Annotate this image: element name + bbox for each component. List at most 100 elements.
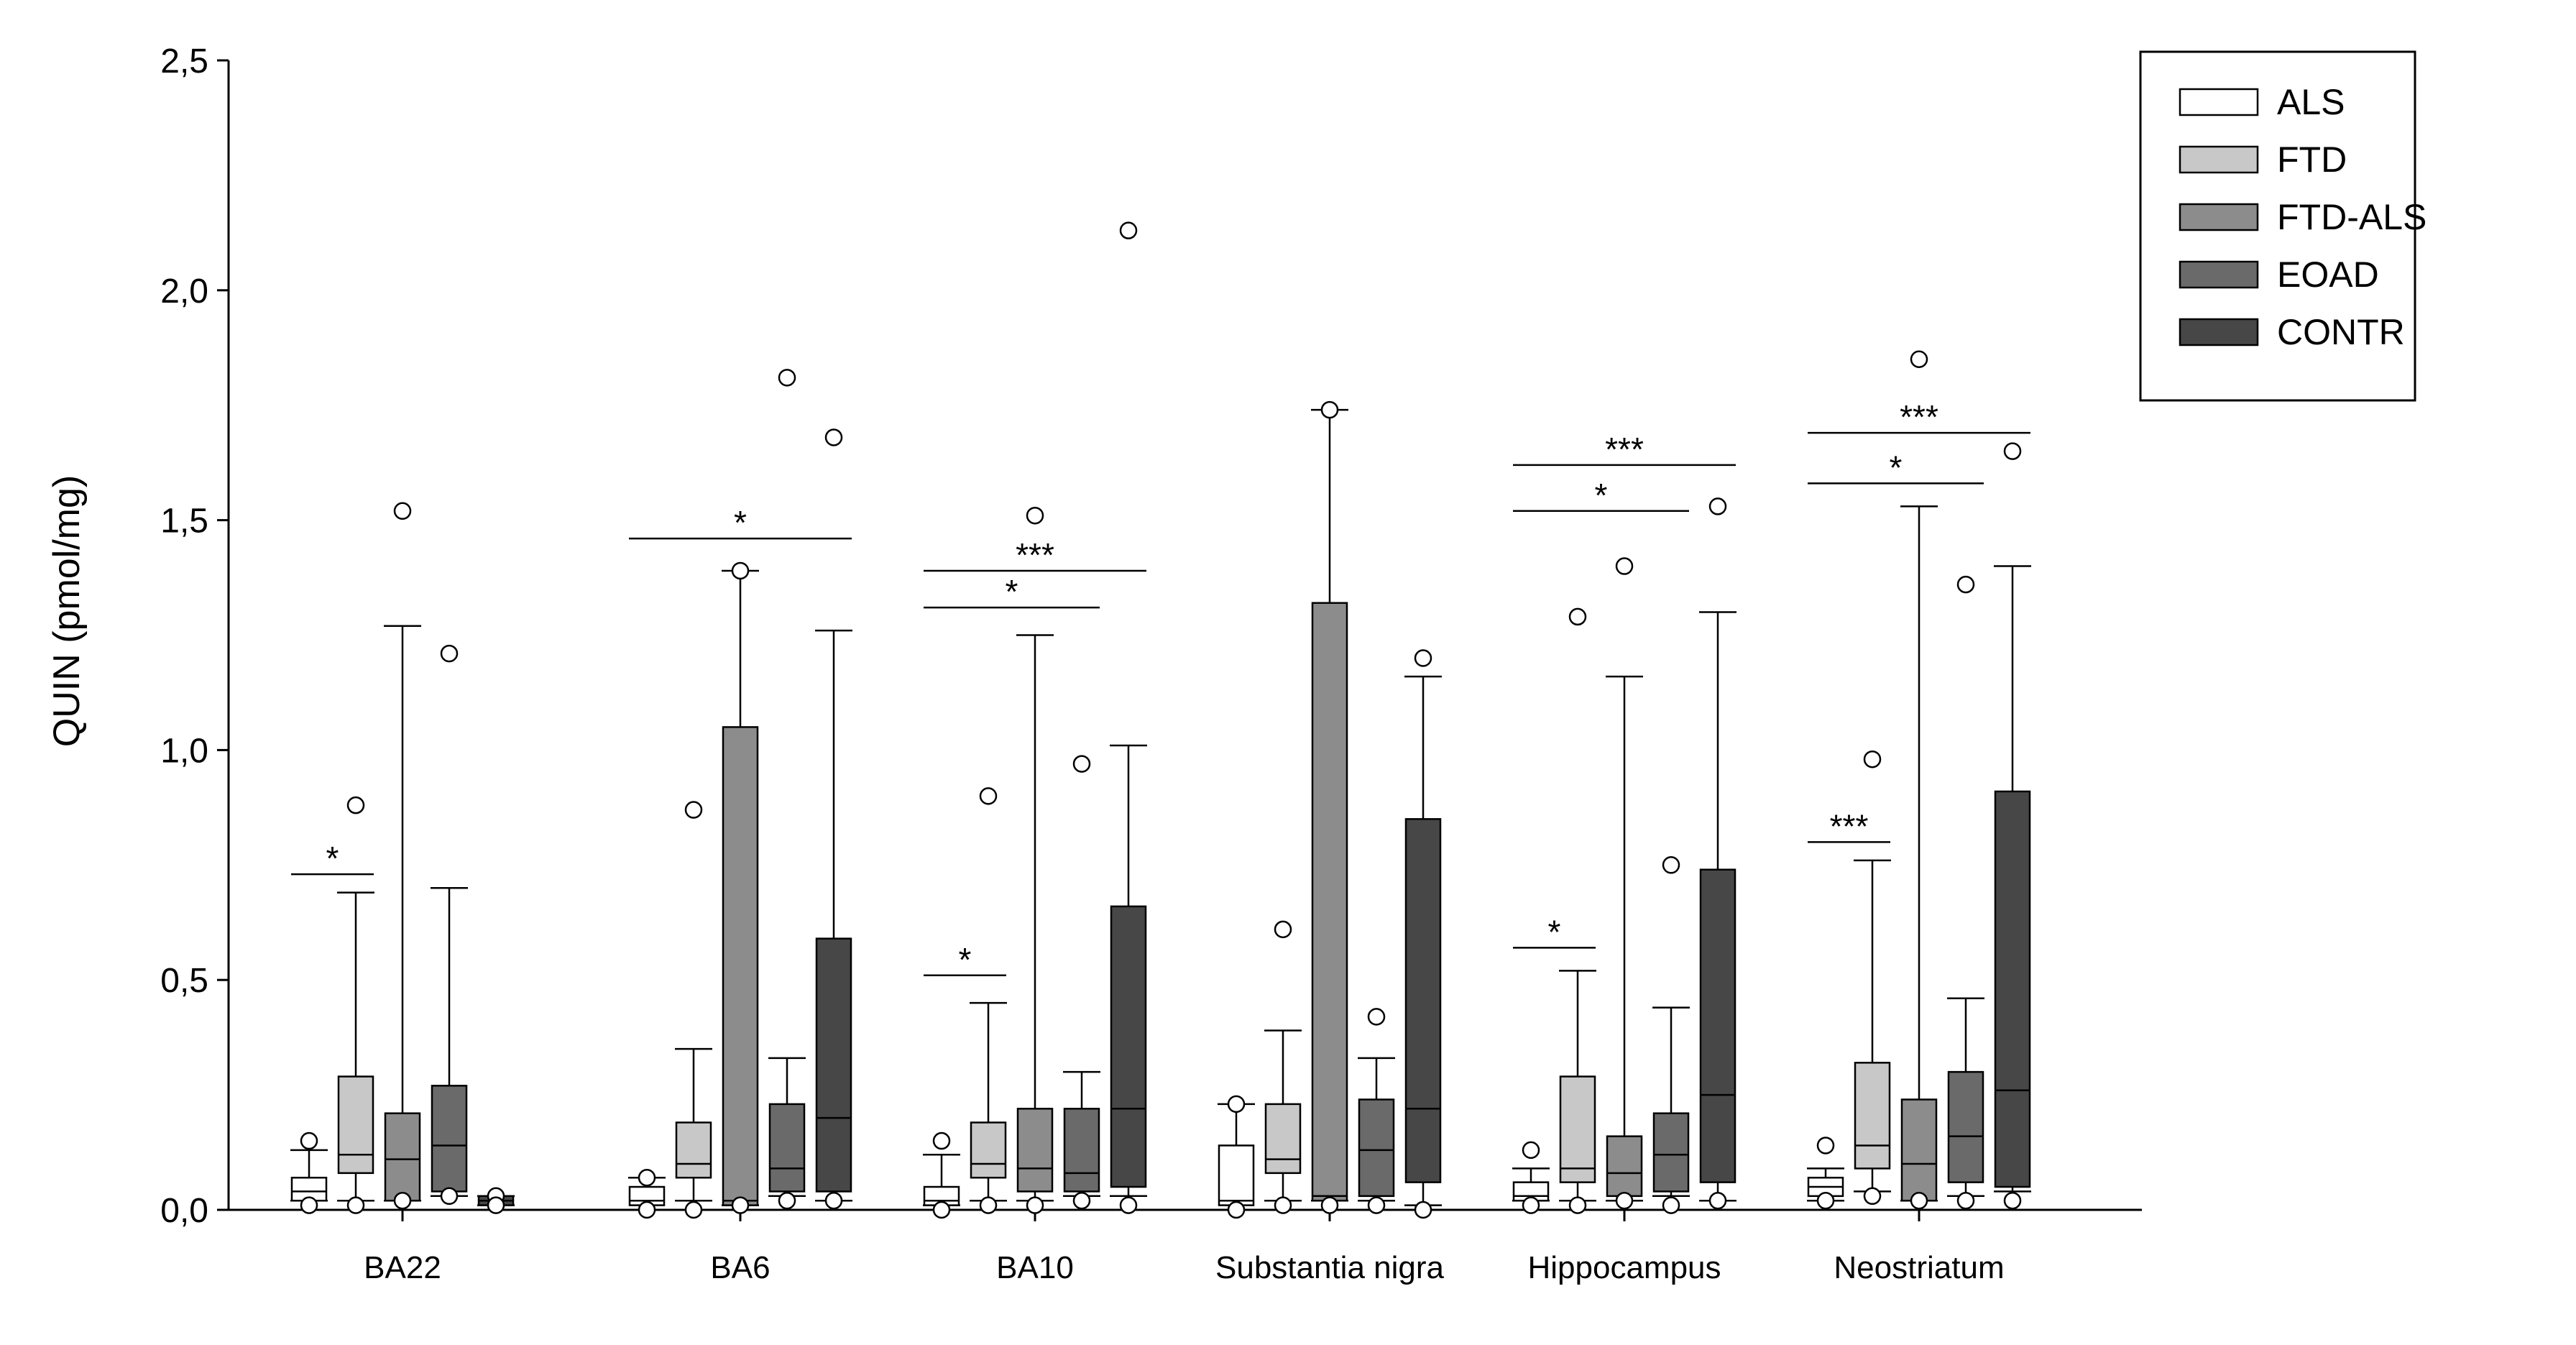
outlier-point	[1522, 1141, 1540, 1160]
box-iqr	[1264, 1103, 1302, 1175]
outlier-point	[1615, 557, 1634, 575]
box-iqr	[1652, 1112, 1690, 1193]
outlier-point	[1662, 856, 1680, 874]
box-iqr	[722, 726, 759, 1206]
box-iqr	[768, 1103, 806, 1193]
box-iqr	[1699, 868, 1736, 1183]
significance-label: ***	[1016, 536, 1054, 574]
significance-brackets: *******************	[291, 398, 2030, 978]
box-neostriatum-contr	[1994, 442, 2031, 1210]
outlier-point	[1956, 575, 1975, 594]
outlier-point	[979, 1196, 998, 1214]
outlier-point	[1568, 1196, 1587, 1214]
y-tick-label: 2,5	[160, 42, 208, 81]
legend-label: EOAD	[2277, 254, 2379, 295]
significance-label: *	[1890, 449, 1903, 486]
outlier-point	[1026, 1196, 1044, 1214]
box-iqr	[1559, 1075, 1596, 1183]
box-iqr	[970, 1121, 1007, 1179]
box-hippocampus-als	[1512, 1141, 1550, 1214]
legend-swatch	[2179, 145, 2259, 174]
legend-swatch	[2179, 203, 2259, 231]
y-tick-label: 1,5	[160, 502, 208, 541]
box-substantia-nigra-ftd	[1264, 920, 1302, 1214]
legend-item-als: ALS	[2179, 82, 2345, 122]
outlier-point	[440, 1187, 459, 1206]
box-neostriatum-als	[1807, 1137, 1844, 1210]
box-iqr	[431, 1085, 468, 1193]
outlier-point	[778, 369, 796, 387]
significance-ba10: *	[924, 573, 1100, 610]
outlier-point	[1816, 1191, 1835, 1210]
legend-swatch	[2179, 260, 2259, 289]
box-ba6-contr	[815, 428, 852, 1210]
significance-ba6: *	[629, 504, 852, 541]
legend-swatch	[2179, 88, 2259, 116]
outlier-point	[778, 1191, 796, 1210]
outlier-point	[1615, 1191, 1634, 1210]
outlier-point	[1227, 1201, 1246, 1219]
box-ba10-eoad	[1063, 755, 1100, 1210]
box-ba22-ftd	[337, 796, 374, 1214]
significance-neostriatum: *	[1808, 449, 1984, 486]
significance-label: *	[1548, 913, 1561, 950]
significance-hippocampus: *	[1513, 477, 1689, 514]
legend-label: ALS	[2277, 82, 2345, 122]
outlier-point	[300, 1196, 318, 1214]
box-neostriatum-ftd	[1854, 750, 1891, 1206]
outlier-point	[1026, 506, 1044, 525]
outlier-point	[1320, 400, 1339, 419]
box-ba22-als	[290, 1131, 328, 1214]
outlier-point	[1367, 1196, 1386, 1214]
outlier-point	[932, 1131, 951, 1150]
x-tick-label-neostriatum: Neostriatum	[1834, 1250, 2004, 1285]
outlier-point	[1910, 350, 1928, 368]
box-ba10-als	[923, 1131, 960, 1219]
y-tick-label: 2,0	[160, 272, 208, 311]
group-ba10	[923, 221, 1147, 1219]
box-iqr	[675, 1121, 712, 1179]
significance-label: ***	[1830, 807, 1869, 845]
y-axis-label: QUIN (pmol/mg)	[46, 475, 88, 747]
box-iqr	[1110, 905, 1147, 1188]
box-hippocampus-contr	[1699, 497, 1736, 1210]
outlier-point	[638, 1201, 656, 1219]
box-neostriatum-eoad	[1947, 575, 1984, 1210]
box-neostriatum-ftd-als	[1900, 350, 1938, 1210]
outlier-point	[731, 1196, 750, 1214]
group-substantia-nigra	[1218, 400, 1442, 1219]
significance-hippocampus: *	[1513, 913, 1596, 950]
outlier-point	[487, 1196, 505, 1214]
outlier-point	[824, 1191, 843, 1210]
outlier-point	[1414, 1201, 1432, 1219]
outlier-point	[2003, 1191, 2022, 1210]
outlier-point	[1568, 607, 1587, 626]
box-ba22-ftd-als	[384, 502, 421, 1210]
legend-item-contr: CONTR	[2179, 312, 2405, 352]
box-iqr	[1218, 1144, 1255, 1206]
y-tick-label: 1,0	[160, 732, 208, 770]
outlier-point	[731, 561, 750, 580]
outlier-point	[1119, 1196, 1138, 1214]
box-iqr	[384, 1112, 421, 1202]
group-hippocampus	[1512, 497, 1736, 1214]
outlier-point	[638, 1168, 656, 1187]
outlier-point	[1119, 221, 1138, 239]
significance-label: ***	[1900, 398, 1938, 436]
group-neostriatum	[1807, 350, 2031, 1210]
outlier-point	[1662, 1196, 1680, 1214]
outlier-point	[1708, 1191, 1727, 1210]
box-iqr	[337, 1075, 374, 1175]
legend: ALS FTD FTD-ALS EOAD CONTR	[2139, 50, 2426, 402]
box-substantia-nigra-eoad	[1358, 1008, 1395, 1214]
group-ba6	[628, 369, 852, 1219]
legend-label: FTD-ALS	[2277, 197, 2426, 237]
significance-label: ***	[1605, 431, 1644, 468]
box-hippocampus-ftd	[1559, 607, 1596, 1214]
outlier-point	[1863, 1187, 1882, 1206]
outlier-point	[684, 801, 703, 819]
outlier-point	[1274, 1196, 1292, 1214]
box-ba10-ftd-als	[1016, 506, 1054, 1214]
box-hippocampus-ftd-als	[1606, 557, 1643, 1210]
box-iqr	[815, 937, 852, 1193]
